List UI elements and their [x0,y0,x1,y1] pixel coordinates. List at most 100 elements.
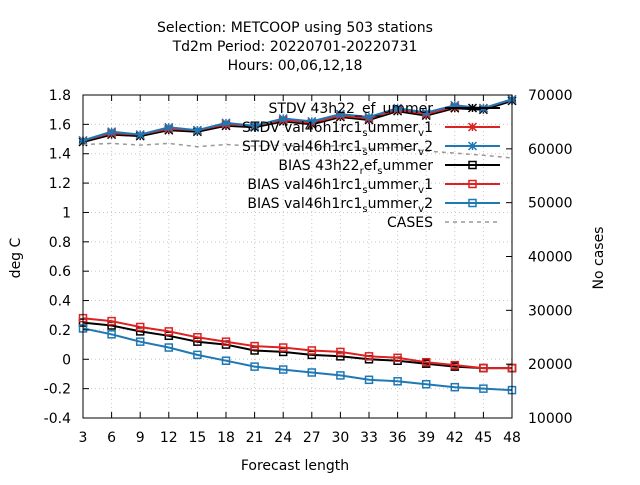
legend-entry: BIAS val46h1rc1summerv1 [247,177,500,196]
y2-axis-label: No cases [591,227,607,290]
x-tick-label: 33 [360,430,378,446]
title-line-1: Selection: METCOOP using 503 stations [157,20,433,36]
x-tick-label: 42 [446,430,464,446]
square-marker [193,333,202,342]
legend-label: CASES [387,215,433,231]
square-marker [336,347,345,357]
x-tick-label: 6 [107,430,116,446]
x-tick-label: 24 [274,430,292,446]
y2-tick-label: 50000 [528,196,573,212]
series-line [82,327,513,392]
y-tick-label: 0.4 [49,294,71,310]
legend-entry: STDV val46h1rc1summerv2 [242,139,500,158]
chart-title: Selection: METCOOP using 503 stations Td… [157,20,433,74]
y-tick-label: 0 [62,352,71,368]
tick-labels: 1.8 1.6 1.4 1.2 1 0.8 0.6 0.4 0.2 0 -0.2 -0.4 70000 6… [44,88,573,446]
plot-frame [82,94,513,419]
square-marker [135,322,145,332]
star-marker [307,116,317,126]
series-6 [78,324,517,395]
y2-tick-label: 40000 [528,250,573,266]
square-marker [135,337,145,346]
x-tick-label: 27 [303,430,321,446]
legend-label: STDV val46h1rc1summerv1 [242,120,433,139]
y-tick-label: 1.2 [49,176,71,192]
x-tick-label: 39 [417,430,435,446]
star-marker [278,113,288,124]
axes [82,94,513,419]
legend-entry: CASES [387,215,500,231]
series-5 [78,313,517,373]
square-marker [450,382,460,392]
star-marker [164,122,174,132]
square-marker [307,368,317,377]
legend-entry: BIAS val46h1rc1summerv2 [247,196,500,215]
square-marker [164,327,174,336]
star-marker [221,118,231,128]
x-tick-label: 21 [246,430,264,446]
star-marker [107,127,117,137]
star-marker [467,103,478,113]
y2-tick-label: 70000 [528,88,573,104]
star-marker [135,130,145,140]
star-marker [421,108,431,118]
y-axis-label: deg C [8,237,24,278]
y-tick-label: 0.6 [49,264,71,280]
legend-entry: BIAS 43h22refsummer [278,158,500,177]
x-tick-label: 3 [79,430,88,446]
star-marker [450,100,460,110]
x-tick-label: 36 [389,430,407,446]
square-marker [468,160,477,170]
legend-entry: STDV 43h22_ef_ummer [268,101,500,117]
square-marker [250,362,259,371]
star-marker [192,125,202,135]
square-marker [393,377,402,386]
y-tick-label: -0.2 [44,382,71,398]
legend-entry: STDV val46h1rc1summerv1 [242,120,500,139]
square-marker [421,357,431,367]
square-marker [164,343,174,352]
y-tick-label: 1.8 [49,88,71,104]
square-marker [107,330,116,339]
y2-tick-label: 30000 [528,303,573,319]
y2-tick-label: 20000 [528,357,573,373]
star-marker [250,121,260,131]
star-marker [335,109,345,119]
square-marker [221,337,231,346]
y2-tick-label: 60000 [528,142,573,158]
square-marker [278,365,288,374]
square-marker [250,341,259,351]
square-marker [278,343,288,352]
square-marker [479,384,488,393]
y-tick-label: 1.4 [49,147,71,163]
legend-label: STDV val46h1rc1summerv2 [242,139,433,158]
x-tick-label: 9 [136,430,145,446]
series-layer [78,94,517,395]
y-tick-label: 1 [62,205,71,221]
y-tick-label: 1.6 [49,117,71,133]
y2-tick-label: 10000 [528,411,573,427]
star-marker [467,122,478,132]
square-marker [336,371,345,380]
square-marker [479,363,488,373]
square-marker [468,198,477,208]
series-line [82,321,512,370]
y-tick-label: 0.2 [49,323,71,339]
star-marker [364,112,374,122]
y-tick-label: 0.8 [49,235,71,251]
series-line [82,317,512,370]
x-tick-label: 48 [503,430,521,446]
legend-label: STDV 43h22_ef_ummer [268,101,433,117]
legend-label: BIAS 43h22refsummer [278,158,433,177]
x-tick-label: 15 [188,430,206,446]
square-marker [307,346,317,355]
legend: STDV 43h22_ef_ummer STDV val46h1rc1summer… [242,101,500,231]
square-marker [364,375,374,385]
x-tick-label: 30 [331,430,349,446]
x-tick-label: 18 [217,430,235,446]
x-tick-label: 45 [474,430,492,446]
star-marker [467,141,478,151]
y-tick-label: -0.4 [44,411,71,427]
